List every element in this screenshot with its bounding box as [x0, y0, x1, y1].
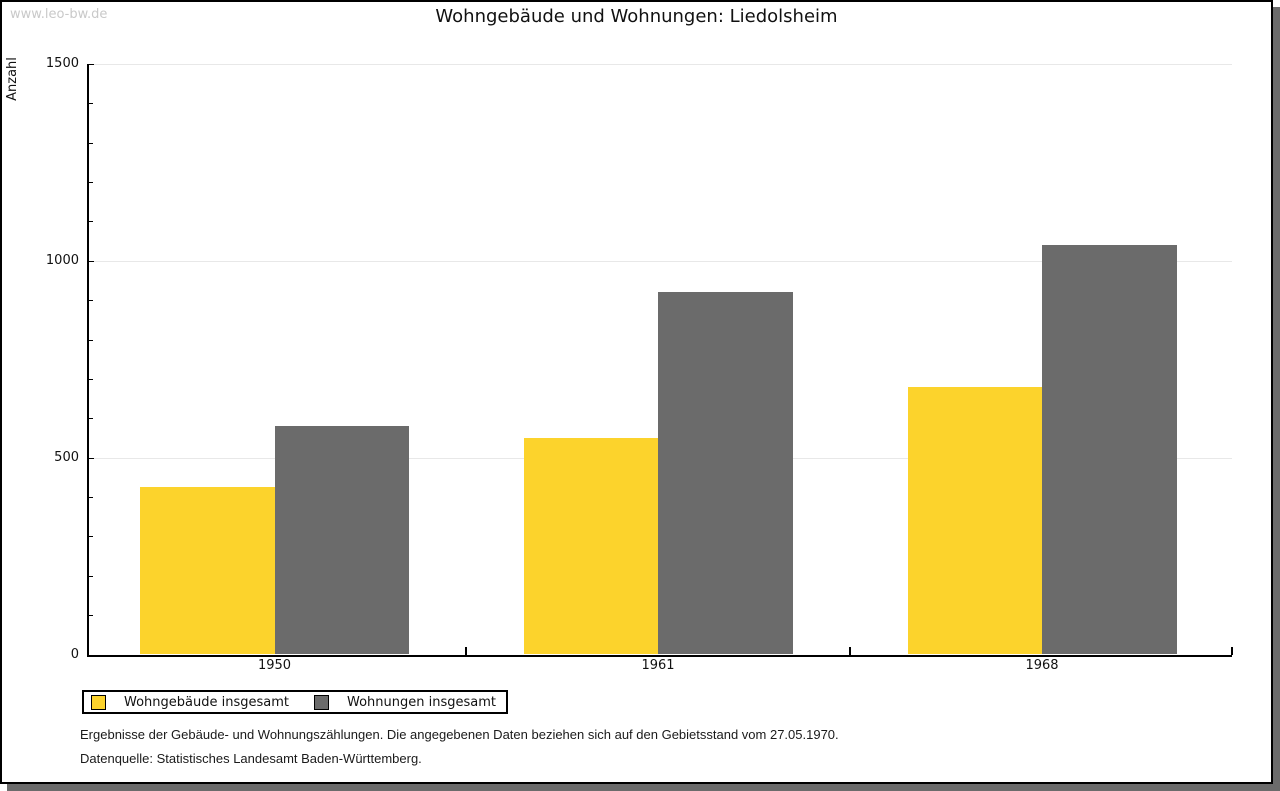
bar-wohngebaeude-1950 [140, 487, 275, 655]
y-minor-tick-600 [88, 418, 93, 420]
x-tick-label-1968: 1968 [1025, 658, 1059, 673]
watermark-text: www.leo-bw.de [10, 7, 108, 22]
y-axis-line [87, 64, 89, 657]
x-divider-tick-2 [1231, 646, 1233, 655]
footnote-line-2: Datenquelle: Statistisches Landesamt Bad… [80, 751, 422, 766]
bar-wohngebaeude-1961 [523, 437, 658, 655]
y-major-tick-1000 [87, 260, 94, 262]
bar-wohngebaeude-1968 [907, 386, 1042, 655]
y-tick-label-1000: 1000 [45, 252, 79, 268]
y-minor-tick-200 [88, 575, 93, 577]
bar-wohnungen-1961 [658, 292, 793, 655]
x-divider-tick-0 [465, 646, 467, 655]
legend-swatch-wohngebaeude [91, 694, 106, 710]
y-minor-tick-1100 [88, 221, 93, 223]
y-minor-tick-1200 [88, 182, 93, 184]
footnote-line-1: Ergebnisse der Gebäude- und Wohnungszähl… [80, 727, 839, 742]
y-tick-label-0: 0 [70, 646, 79, 662]
legend-swatch-wohnungen [314, 694, 329, 710]
y-minor-tick-900 [88, 300, 93, 302]
bar-wohnungen-1968 [1042, 245, 1177, 655]
y-minor-tick-100 [88, 615, 93, 617]
legend-box: Wohngebäude insgesamt Wohnungen insgesam… [82, 690, 508, 714]
legend-label-wohnungen: Wohnungen insgesamt [347, 694, 496, 710]
y-axis-title: Anzahl [5, 57, 20, 101]
y-tick-label-1500: 1500 [45, 56, 79, 71]
y-tick-label-500: 500 [54, 449, 79, 465]
legend-item-wohngebaeude: Wohngebäude insgesamt [91, 694, 289, 710]
x-tick-label-1950: 1950 [257, 658, 292, 673]
y-minor-tick-1300 [88, 142, 93, 144]
y-minor-tick-800 [88, 339, 93, 341]
y-minor-tick-400 [88, 497, 93, 499]
legend-label-wohngebaeude: Wohngebäude insgesamt [124, 694, 289, 710]
y-major-tick-500 [87, 457, 94, 459]
x-tick-label-1961: 1961 [641, 658, 675, 673]
y-minor-tick-1400 [88, 103, 93, 105]
legend-item-wohnungen: Wohnungen insgesamt [314, 694, 496, 710]
gridline-1000 [87, 260, 1232, 262]
chart-title: Wohngebäude und Wohnungen: Liedolsheim [435, 6, 838, 27]
gridline-1500 [87, 64, 1232, 65]
x-divider-tick-1 [848, 646, 851, 655]
y-minor-tick-300 [88, 536, 93, 538]
y-major-tick-1500 [87, 64, 94, 65]
bar-wohnungen-1950 [274, 426, 409, 655]
x-axis-line [87, 654, 1232, 657]
y-minor-tick-700 [88, 378, 93, 380]
